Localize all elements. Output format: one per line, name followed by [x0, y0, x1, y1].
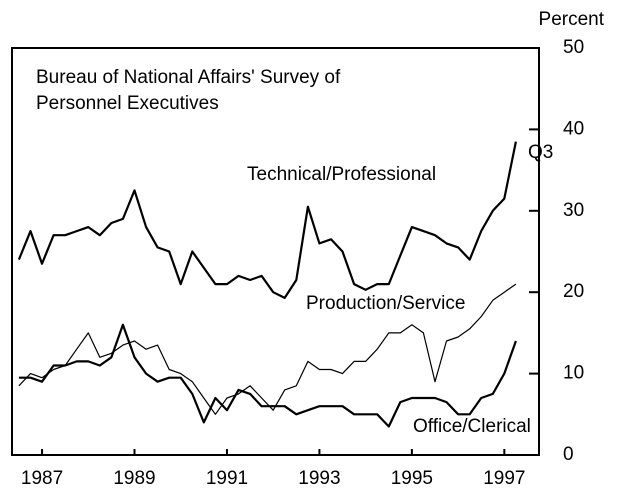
plot-frame: [11, 47, 540, 456]
end-label: Q3: [528, 142, 553, 163]
y-tick-label: 0: [563, 444, 574, 465]
y-tick-label: 40: [563, 118, 584, 139]
series-label: Production/Service: [306, 293, 465, 314]
chart-title: Bureau of National Affairs' Survey of: [36, 67, 341, 88]
x-tick-label: 1987: [21, 468, 63, 489]
x-tick-label: 1989: [113, 468, 155, 489]
series-line: [17, 141, 517, 299]
chart-title: Personnel Executives: [36, 93, 219, 114]
x-tick-label: 1995: [391, 468, 433, 489]
y-tick-label: 50: [563, 37, 584, 58]
series-label: Office/Clerical: [413, 416, 531, 437]
series-line: [18, 323, 517, 428]
x-tick-label: 1991: [206, 468, 248, 489]
x-tick-label: 1997: [483, 468, 525, 489]
series-line: [18, 283, 517, 415]
y-axis-label: Percent: [539, 9, 605, 30]
y-tick-label: 20: [563, 281, 584, 302]
series-label: Technical/Professional: [247, 164, 436, 185]
y-tick-label: 30: [563, 200, 584, 221]
y-tick-label: 10: [563, 363, 584, 384]
x-tick-label: 1993: [298, 468, 340, 489]
